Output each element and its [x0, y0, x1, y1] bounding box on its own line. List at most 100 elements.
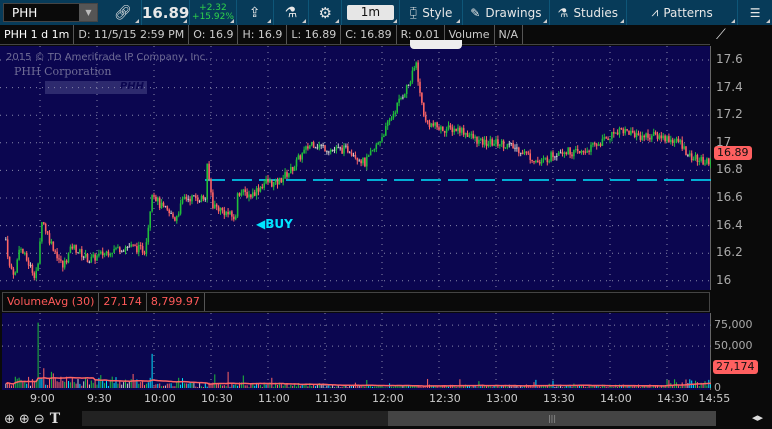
candle: [204, 198, 207, 200]
candle: [495, 139, 497, 144]
menu-button[interactable]: ☰: [738, 0, 772, 25]
candle: [343, 145, 345, 154]
candle: [172, 213, 174, 218]
zoom-in-icon[interactable]: ⊕: [18, 411, 30, 427]
scrollbar-thumb[interactable]: |||: [388, 411, 716, 426]
candle: [155, 196, 157, 202]
x-tick-label: 9:30: [87, 392, 112, 405]
candle: [149, 211, 151, 228]
candle: [221, 207, 224, 211]
candle: [400, 98, 402, 100]
candle: [122, 250, 125, 252]
candle: [242, 189, 245, 193]
candle: [96, 255, 98, 261]
x-tick-label: 11:30: [315, 392, 347, 405]
candle: [366, 156, 368, 167]
candle: [533, 161, 535, 163]
candle: [82, 256, 85, 258]
candle: [316, 147, 319, 149]
chevron-down-icon[interactable]: ▼: [79, 4, 98, 21]
candle: [278, 177, 281, 185]
candle: [694, 154, 697, 159]
candle: [679, 140, 682, 143]
candle: [46, 231, 49, 234]
flask-button[interactable]: ⚗: [274, 0, 310, 25]
crosshair-icon[interactable]: ⊕: [4, 411, 15, 427]
candle: [519, 152, 522, 154]
candle: [358, 160, 360, 162]
expand-icon[interactable]: ◂▸: [752, 411, 764, 424]
candle: [86, 253, 89, 262]
candle: [318, 144, 321, 148]
candle: [183, 196, 186, 199]
candle: [303, 149, 305, 154]
zoom-out-icon[interactable]: ⊖: [33, 411, 45, 427]
candle: [33, 272, 36, 278]
candle: [248, 194, 250, 198]
candle: [274, 180, 277, 183]
high-bubble: [410, 40, 462, 49]
price-chart[interactable]: 2015 © TD Ameritrade IP Company, Inc. PH…: [0, 40, 711, 290]
candle: [483, 139, 486, 145]
horizontal-scrollbar[interactable]: |||: [82, 411, 716, 426]
candle: [597, 144, 600, 146]
volume-chart[interactable]: [2, 313, 711, 390]
timeframe-button[interactable]: 1m: [342, 0, 400, 25]
x-tick-label: 14:30: [657, 392, 689, 405]
settings-button[interactable]: ⚙: [309, 0, 343, 25]
drawings-button[interactable]: ✎ Drawings: [463, 0, 550, 25]
candle: [320, 144, 322, 146]
candle: [461, 128, 463, 133]
candle: [692, 158, 695, 161]
buy-signal[interactable]: ◀BUY: [256, 217, 293, 231]
candle: [685, 146, 687, 156]
studies-button[interactable]: ⚗ Studies: [550, 0, 628, 25]
candle: [284, 172, 286, 179]
y-tick-label: 16.8: [716, 162, 743, 177]
candle: [377, 142, 379, 145]
scale-toggle-icon[interactable]: ⟋: [716, 27, 726, 43]
candle: [265, 178, 267, 184]
candle: [652, 132, 655, 136]
candle: [497, 139, 499, 146]
volume-average-line: [5, 376, 711, 387]
patterns-button[interactable]: ⩘ Patterns: [627, 0, 739, 25]
candle: [233, 216, 235, 220]
candle: [238, 193, 241, 196]
candle: [141, 246, 144, 253]
style-button[interactable]: ⧮ Style: [400, 0, 464, 25]
candle: [654, 132, 657, 135]
candle: [124, 247, 127, 251]
candle: [347, 146, 349, 153]
share-button[interactable]: ⇪: [237, 0, 274, 25]
candle: [480, 138, 482, 140]
x-tick-label: 14:00: [600, 392, 632, 405]
candle: [485, 139, 488, 146]
candle: [474, 136, 476, 138]
candle: [432, 123, 435, 126]
candle: [253, 192, 256, 196]
price-change: +2.32 +15.92%: [190, 0, 237, 25]
symbol-selector[interactable]: PHH ▼: [3, 3, 99, 22]
candle: [402, 97, 404, 99]
candle: [601, 138, 604, 146]
candle: [633, 132, 636, 138]
candle: [611, 132, 613, 139]
candle: [651, 135, 653, 140]
candle: [39, 241, 41, 264]
candle: [48, 233, 51, 244]
volume-header: VolumeAvg (30) 27,174 8,799.97: [2, 292, 710, 312]
candle: [518, 147, 520, 153]
last-price: 16.89: [142, 0, 191, 25]
x-tick-label: 10:30: [201, 392, 233, 405]
candle: [500, 140, 503, 145]
link-button[interactable]: 🔗︎: [104, 0, 143, 25]
candle: [369, 151, 372, 156]
candle: [630, 130, 632, 135]
change-value: +2.32: [199, 2, 227, 13]
candle: [554, 156, 556, 158]
candle: [177, 213, 180, 216]
company-watermark: PHH Corporation: [14, 65, 112, 78]
candle: [396, 102, 398, 113]
text-tool-icon[interactable]: T: [49, 411, 61, 427]
